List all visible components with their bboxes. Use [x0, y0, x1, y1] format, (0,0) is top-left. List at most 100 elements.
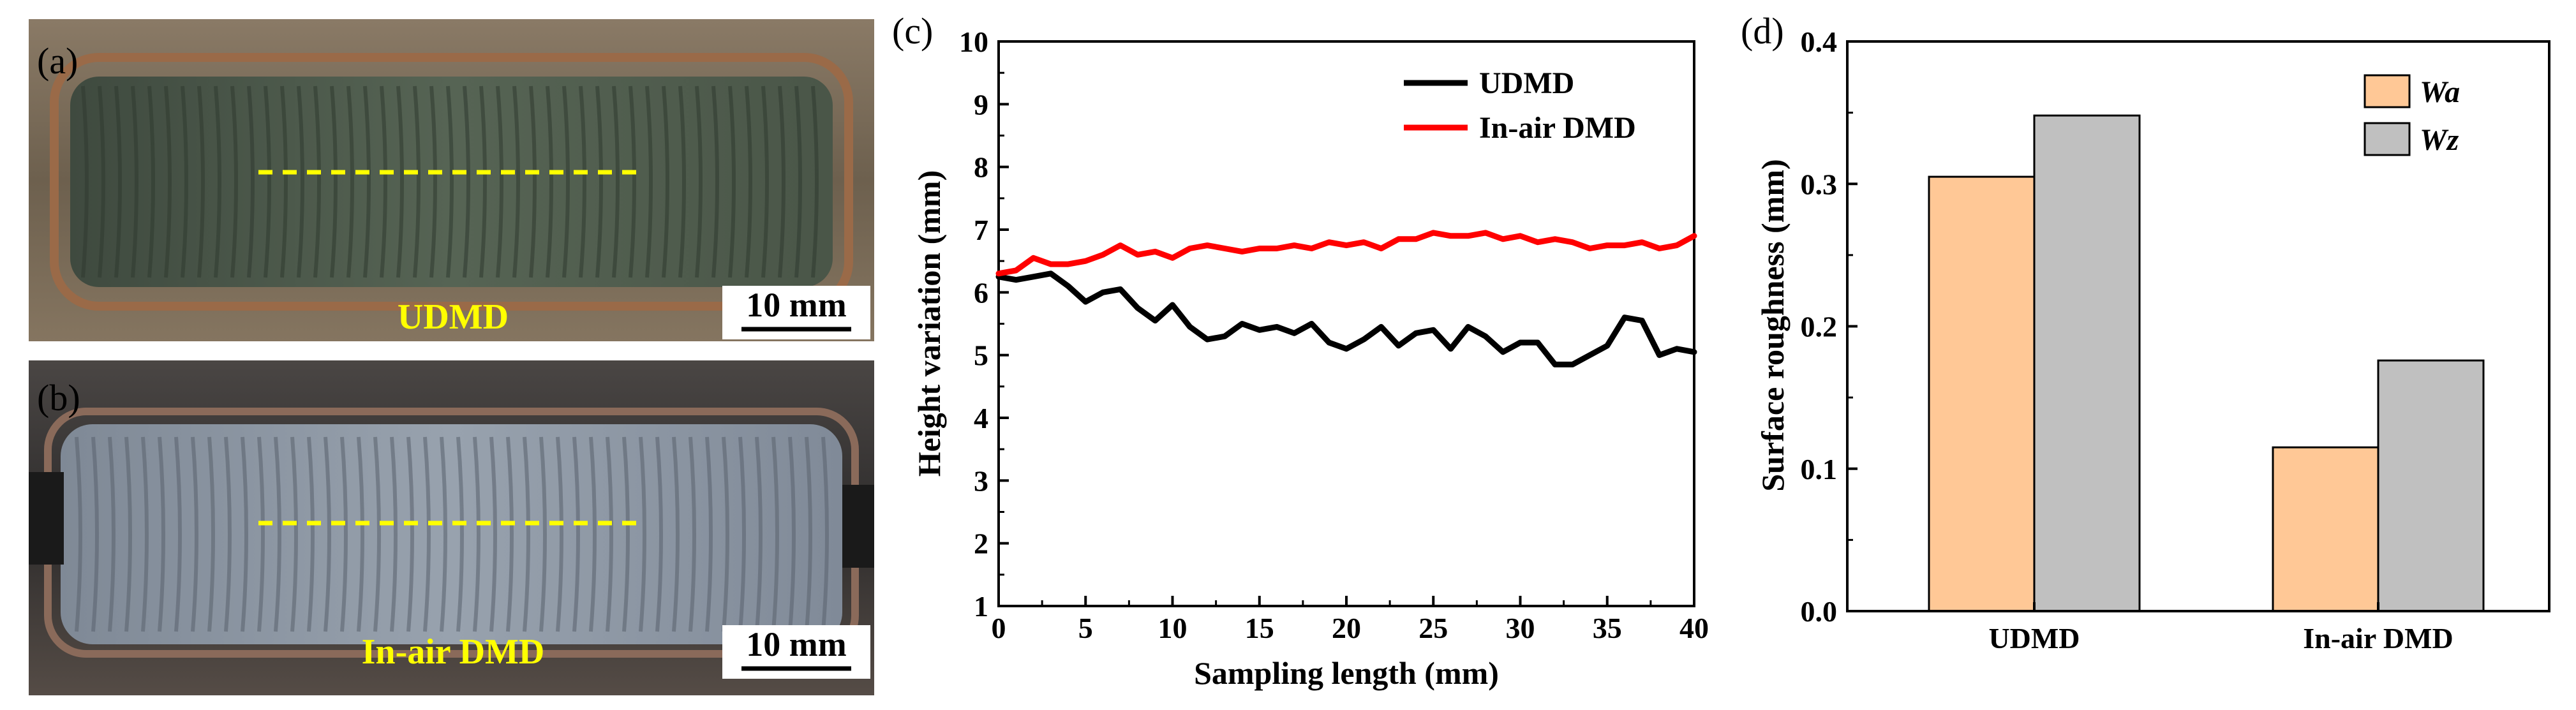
chart-c-ytick-label: 7: [974, 214, 988, 246]
photo-a-ripples: [81, 85, 819, 278]
chart-c-xtick-label: 30: [1506, 612, 1535, 644]
photo-b-ripples: [75, 436, 829, 632]
scale-bar-a-text: 10 mm: [746, 286, 846, 324]
ripple-b: [622, 436, 630, 632]
ripple-a: [313, 85, 321, 278]
chart-c-legend-label-udmd: UDMD: [1479, 66, 1574, 100]
ripple-b: [655, 436, 663, 632]
ripple-a: [446, 85, 454, 278]
ripple-a: [330, 85, 338, 278]
ripple-a: [346, 85, 354, 278]
chart-d-ytick-label: 0.2: [1801, 311, 1838, 343]
ripple-b: [456, 436, 464, 632]
ripple-b: [572, 436, 580, 632]
chart-c-ytick-label: 4: [974, 402, 988, 434]
chart-c: (c) 0 5 10 15 20 25 30 35 40 1 2 3 4 5 6 7 8 9 10 Sampling…: [892, 10, 1709, 691]
ripple-a: [164, 85, 172, 278]
ripple-a: [264, 85, 271, 278]
panel-c-label: (c): [892, 10, 933, 52]
chart-d-bar-wz-udmd: [2033, 114, 2141, 612]
ripple-b: [606, 436, 613, 632]
ripple-a: [247, 85, 255, 278]
chart-c-ytick-label: 6: [974, 276, 988, 309]
ripple-b: [423, 436, 431, 632]
chart-c-ylabel: Height variation (mm): [911, 170, 947, 477]
ripple-b: [738, 436, 746, 632]
photo-b-clamp-left: [29, 472, 64, 565]
ripple-b: [224, 436, 232, 632]
ripple-a: [214, 85, 221, 278]
chart-d-bars: UDMD In-air DMD: [1928, 114, 2485, 655]
chart-c-xtick-label: 5: [1078, 612, 1093, 644]
chart-c-ytick-label: 3: [974, 464, 988, 497]
ripple-b: [124, 436, 132, 632]
ripple-b: [705, 436, 713, 632]
chart-c-xtick-label: 20: [1332, 612, 1361, 644]
chart-c-xlabel: Sampling length (mm): [1194, 655, 1499, 691]
ripple-a: [546, 85, 553, 278]
panel-b-label: (b): [37, 377, 80, 418]
ripple-a: [197, 85, 205, 278]
chart-c-series-udmd: [995, 270, 1697, 367]
ripple-b: [340, 436, 348, 632]
chart-d-ticks: 0.0 0.1 0.2 0.3 0.4: [1801, 26, 2379, 628]
ripple-b: [406, 436, 414, 632]
ripple-a: [363, 85, 371, 278]
chart-c-xtick-label: 0: [992, 612, 1006, 644]
chart-d-ytick-label: 0.3: [1801, 168, 1838, 200]
ripple-a: [463, 85, 470, 278]
ripple-a: [98, 85, 105, 278]
ripple-b: [722, 436, 729, 632]
ripple-a: [794, 85, 802, 278]
chart-c-ytick-label: 9: [974, 88, 988, 121]
ripple-b: [771, 436, 779, 632]
chart-d-legend-label-wa: Wa: [2420, 75, 2460, 109]
ripple-b: [821, 436, 829, 632]
photo-b-clamp-right: [842, 485, 874, 568]
chart-d-legend-swatch-wz: [2364, 122, 2411, 156]
ripple-a: [380, 85, 387, 278]
chart-d-legend-label-wz: Wz: [2420, 123, 2459, 157]
chart-c-xtick-label: 25: [1418, 612, 1448, 644]
ripple-a: [496, 85, 503, 278]
ripple-b: [556, 436, 563, 632]
chart-d-bar-wa-inair-dmd: [2272, 446, 2379, 612]
chart-d-ytick-label: 0.1: [1801, 453, 1838, 485]
ripple-a: [629, 85, 636, 278]
chart-d-legend-swatch-wa: [2364, 74, 2411, 108]
panel-d-label: (d): [1741, 10, 1784, 52]
chart-c-ytick-label: 5: [974, 339, 988, 372]
ripple-b: [324, 436, 331, 632]
ripple-a: [579, 85, 586, 278]
chart-c-ytick-label: 8: [974, 151, 988, 184]
ripple-a: [678, 85, 686, 278]
ripple-a: [512, 85, 520, 278]
chart-c-xtick-label: 40: [1679, 612, 1709, 644]
chart-d-legend: Wa Wz: [2364, 74, 2460, 157]
ripple-b: [290, 436, 298, 632]
ripple-b: [506, 436, 514, 632]
ripple-b: [489, 436, 497, 632]
ripple-a: [529, 85, 537, 278]
chart-d-bar-wa-udmd: [1928, 175, 2036, 612]
ripple-a: [147, 85, 155, 278]
chart-c-lines: [995, 230, 1697, 367]
chart-c-xtick-label: 35: [1593, 612, 1622, 644]
chart-d-bar-wz-inair-dmd: [2377, 359, 2485, 612]
ripple-a: [612, 85, 620, 278]
ripple-a: [645, 85, 653, 278]
ripple-a: [778, 85, 785, 278]
ripple-a: [595, 85, 603, 278]
ripple-b: [207, 436, 215, 632]
ripple-b: [539, 436, 547, 632]
chart-d-ylabel: Surface roughness (mm): [1755, 159, 1791, 491]
panel-a-label: (a): [37, 40, 78, 82]
ripple-b: [755, 436, 763, 632]
ripple-a: [114, 85, 122, 278]
ripple-b: [440, 436, 447, 632]
ripple-a: [413, 85, 421, 278]
ripple-a: [562, 85, 570, 278]
ripple-a: [662, 85, 669, 278]
photo-a-rim: [50, 53, 853, 311]
photo-b-sample-label: In-air DMD: [362, 632, 545, 672]
